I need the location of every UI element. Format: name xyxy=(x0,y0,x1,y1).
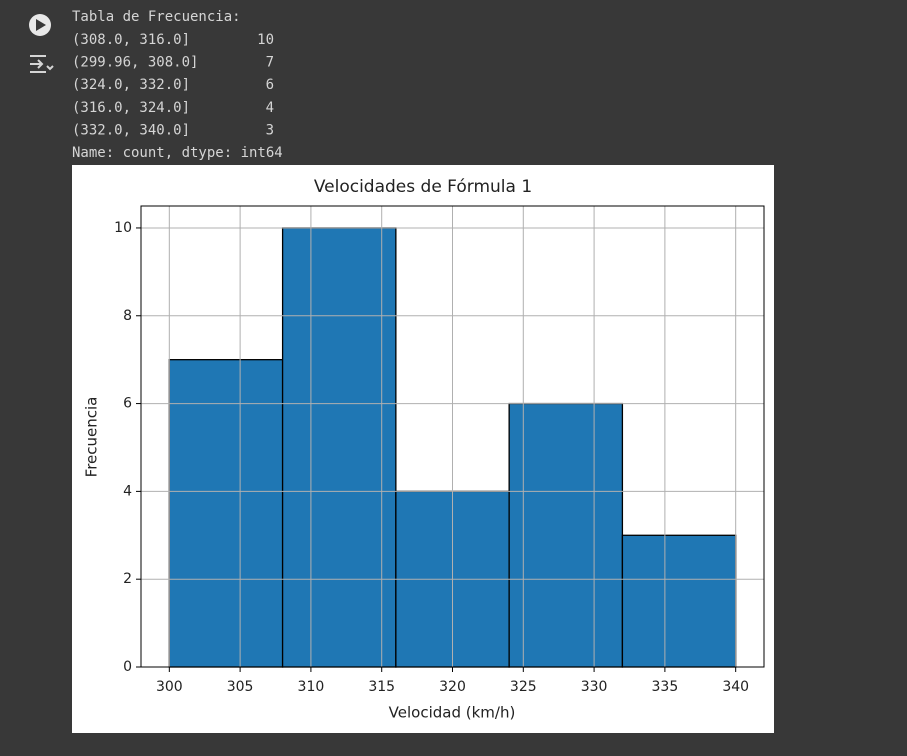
x-tick-label: 315 xyxy=(368,679,395,695)
output-icon[interactable] xyxy=(30,55,54,73)
output-menu[interactable] xyxy=(30,55,54,73)
x-tick-label: 330 xyxy=(581,679,608,695)
x-tick-label: 335 xyxy=(652,679,679,695)
y-axis-label: Frecuencia xyxy=(83,397,101,478)
output-text: Tabla de Frecuencia: Name: count, dtype:… xyxy=(72,9,283,161)
bar xyxy=(508,402,624,668)
y-tick-label: 10 xyxy=(114,220,132,236)
row-count: 4 xyxy=(266,100,274,116)
x-tick-label: 300 xyxy=(156,679,183,695)
output-title: Tabla de Frecuencia: xyxy=(72,9,241,25)
chart: Velocidades de Fórmula 1 Velocidad (km/h… xyxy=(83,177,765,722)
run-icon[interactable] xyxy=(36,19,46,31)
x-tick-label: 320 xyxy=(439,679,466,695)
x-tick-label: 310 xyxy=(298,679,325,695)
y-tick-label: 4 xyxy=(123,483,132,499)
x-tick-label: 340 xyxy=(722,679,749,695)
row-count: 6 xyxy=(266,77,274,93)
bar xyxy=(621,534,737,668)
row-interval: (324.0, 332.0] xyxy=(72,77,190,93)
y-tick-label: 0 xyxy=(123,659,132,675)
row-count: 3 xyxy=(266,122,274,138)
x-tick-label: 325 xyxy=(510,679,537,695)
bar xyxy=(168,359,284,668)
output-footer: Name: count, dtype: int64 xyxy=(72,145,283,161)
plot-frame xyxy=(140,205,765,668)
row-interval: (316.0, 324.0] xyxy=(72,100,190,116)
x-tick-label: 305 xyxy=(227,679,254,695)
run-button[interactable] xyxy=(29,14,51,36)
row-interval: (308.0, 316.0] xyxy=(72,32,190,48)
y-tick-label: 6 xyxy=(123,396,132,412)
row-interval: (332.0, 340.0] xyxy=(72,122,190,138)
row-count: 7 xyxy=(266,55,274,71)
row-count: 10 xyxy=(257,32,274,48)
row-interval: (299.96, 308.0] xyxy=(72,55,198,71)
y-tick-label: 8 xyxy=(123,308,132,324)
chart-title: Velocidades de Fórmula 1 xyxy=(314,177,532,197)
x-axis-label: Velocidad (km/h) xyxy=(389,704,516,722)
y-tick-label: 2 xyxy=(123,571,132,587)
bar xyxy=(281,227,397,668)
